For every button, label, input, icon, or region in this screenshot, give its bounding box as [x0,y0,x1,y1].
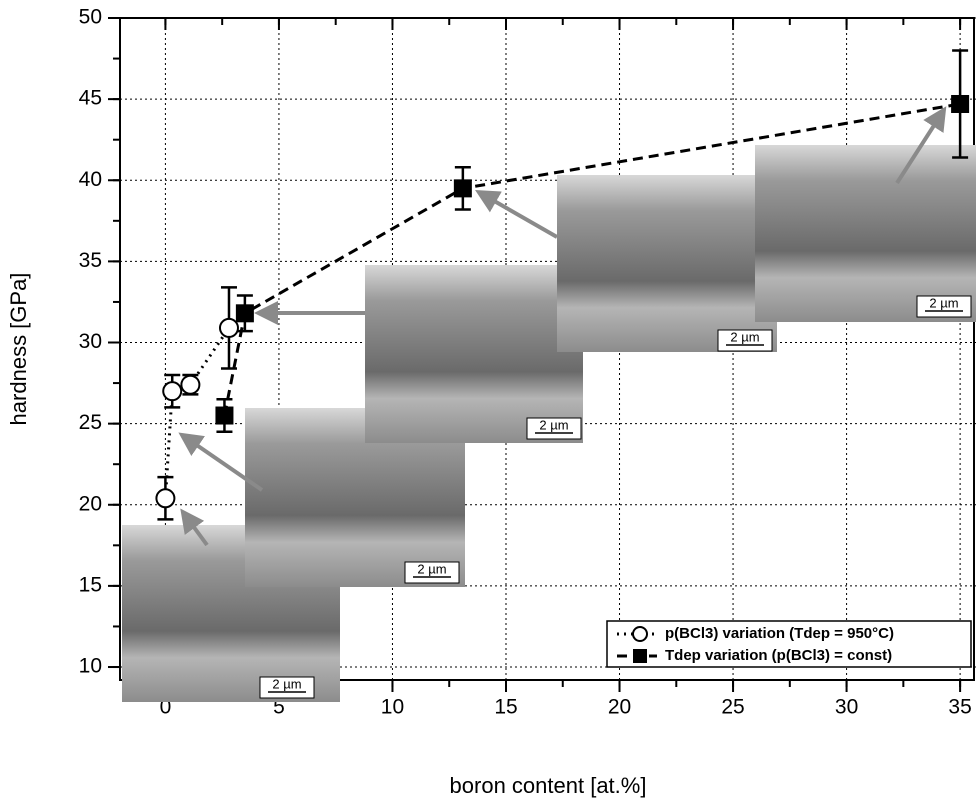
plot-frame [119,17,975,681]
data-point [951,94,970,113]
scale-label: 2 µm [929,295,958,310]
arrow [475,190,558,239]
y-tick-label: 15 [79,573,102,596]
sem-image [365,265,583,443]
y-tick-label: 50 [79,6,102,29]
sem-image [557,175,777,352]
arrow [895,106,947,185]
sem-image [755,145,976,322]
y-tick-label: 20 [79,492,102,515]
arrow [178,432,264,492]
x-tick-label: 30 [835,696,858,719]
x-tick-label: 25 [721,696,744,719]
legend-box [606,620,972,668]
data-point [155,488,176,509]
y-axis-title: hardness [GPa] [6,273,31,426]
legend-label: p(BCl3) variation (Tdep = 950°C) [665,625,894,642]
scale-label: 2 µm [730,329,759,344]
scale-label: 2 µm [417,561,446,576]
scale-label: 2 µm [272,676,301,691]
series-line [222,102,961,416]
y-tick-label: 45 [79,87,102,110]
legend-label: Tdep variation (p(BCl3) = const) [665,647,892,664]
x-tick-label: 5 [273,696,285,719]
x-tick-label: 15 [494,696,517,719]
data-point [162,381,183,402]
y-tick-label: 40 [79,168,102,191]
data-point [180,374,201,395]
arrow [180,508,209,547]
data-point [215,406,234,425]
x-tick-label: 10 [381,696,404,719]
x-tick-label: 35 [948,696,971,719]
y-tick-label: 10 [79,655,102,678]
x-axis-title: boron content [at.%] [450,773,647,798]
scale-label: 2 µm [539,417,568,432]
y-tick-label: 30 [79,330,102,353]
x-tick-label: 20 [608,696,631,719]
legend-marker [633,649,647,663]
data-point [218,317,239,338]
data-point [235,304,254,323]
legend-marker [632,626,648,642]
x-tick-label: 0 [160,696,172,719]
data-point [453,179,472,198]
y-tick-label: 35 [79,249,102,272]
y-tick-label: 25 [79,411,102,434]
